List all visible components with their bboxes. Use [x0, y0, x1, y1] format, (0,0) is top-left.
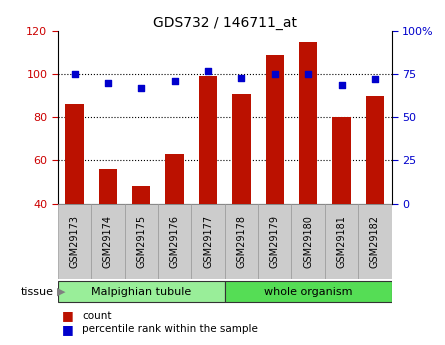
Point: [271, 71, 279, 77]
Bar: [258, 204, 291, 279]
Text: GSM29174: GSM29174: [103, 215, 113, 268]
Text: GSM29179: GSM29179: [270, 215, 280, 268]
Text: percentile rank within the sample: percentile rank within the sample: [82, 325, 258, 334]
Point: [372, 77, 379, 82]
Bar: [232, 93, 251, 204]
Text: GSM29176: GSM29176: [170, 215, 180, 268]
Bar: [125, 204, 158, 279]
Text: tissue: tissue: [20, 287, 53, 296]
Text: GSM29177: GSM29177: [203, 215, 213, 268]
Point: [71, 71, 78, 77]
Bar: [299, 42, 317, 204]
Bar: [332, 117, 351, 204]
Bar: [291, 204, 325, 279]
Point: [171, 78, 178, 84]
Bar: [58, 204, 91, 279]
Bar: [166, 154, 184, 204]
Bar: [99, 169, 117, 204]
Point: [338, 82, 345, 87]
Bar: [225, 280, 392, 302]
Bar: [358, 204, 392, 279]
Text: ■: ■: [62, 323, 74, 336]
Bar: [266, 55, 284, 204]
Text: ■: ■: [62, 309, 74, 322]
Bar: [191, 204, 225, 279]
Text: GSM29180: GSM29180: [303, 215, 313, 268]
Text: count: count: [82, 311, 112, 321]
Bar: [366, 96, 384, 204]
Point: [105, 80, 112, 86]
Point: [138, 85, 145, 91]
Bar: [91, 204, 125, 279]
Bar: [58, 280, 225, 302]
Text: whole organism: whole organism: [264, 287, 352, 296]
Point: [238, 75, 245, 80]
Bar: [65, 104, 84, 204]
Text: GSM29182: GSM29182: [370, 215, 380, 268]
Text: GSM29173: GSM29173: [69, 215, 80, 268]
Bar: [158, 204, 191, 279]
Bar: [325, 204, 358, 279]
Point: [205, 68, 212, 73]
Text: GSM29178: GSM29178: [236, 215, 247, 268]
Bar: [225, 204, 258, 279]
Bar: [199, 76, 217, 204]
Text: ▶: ▶: [57, 287, 65, 296]
Title: GDS732 / 146711_at: GDS732 / 146711_at: [153, 16, 297, 30]
Bar: [132, 186, 150, 204]
Text: Malpighian tubule: Malpighian tubule: [91, 287, 191, 296]
Text: GSM29181: GSM29181: [336, 215, 347, 268]
Point: [305, 71, 312, 77]
Text: GSM29175: GSM29175: [136, 215, 146, 268]
